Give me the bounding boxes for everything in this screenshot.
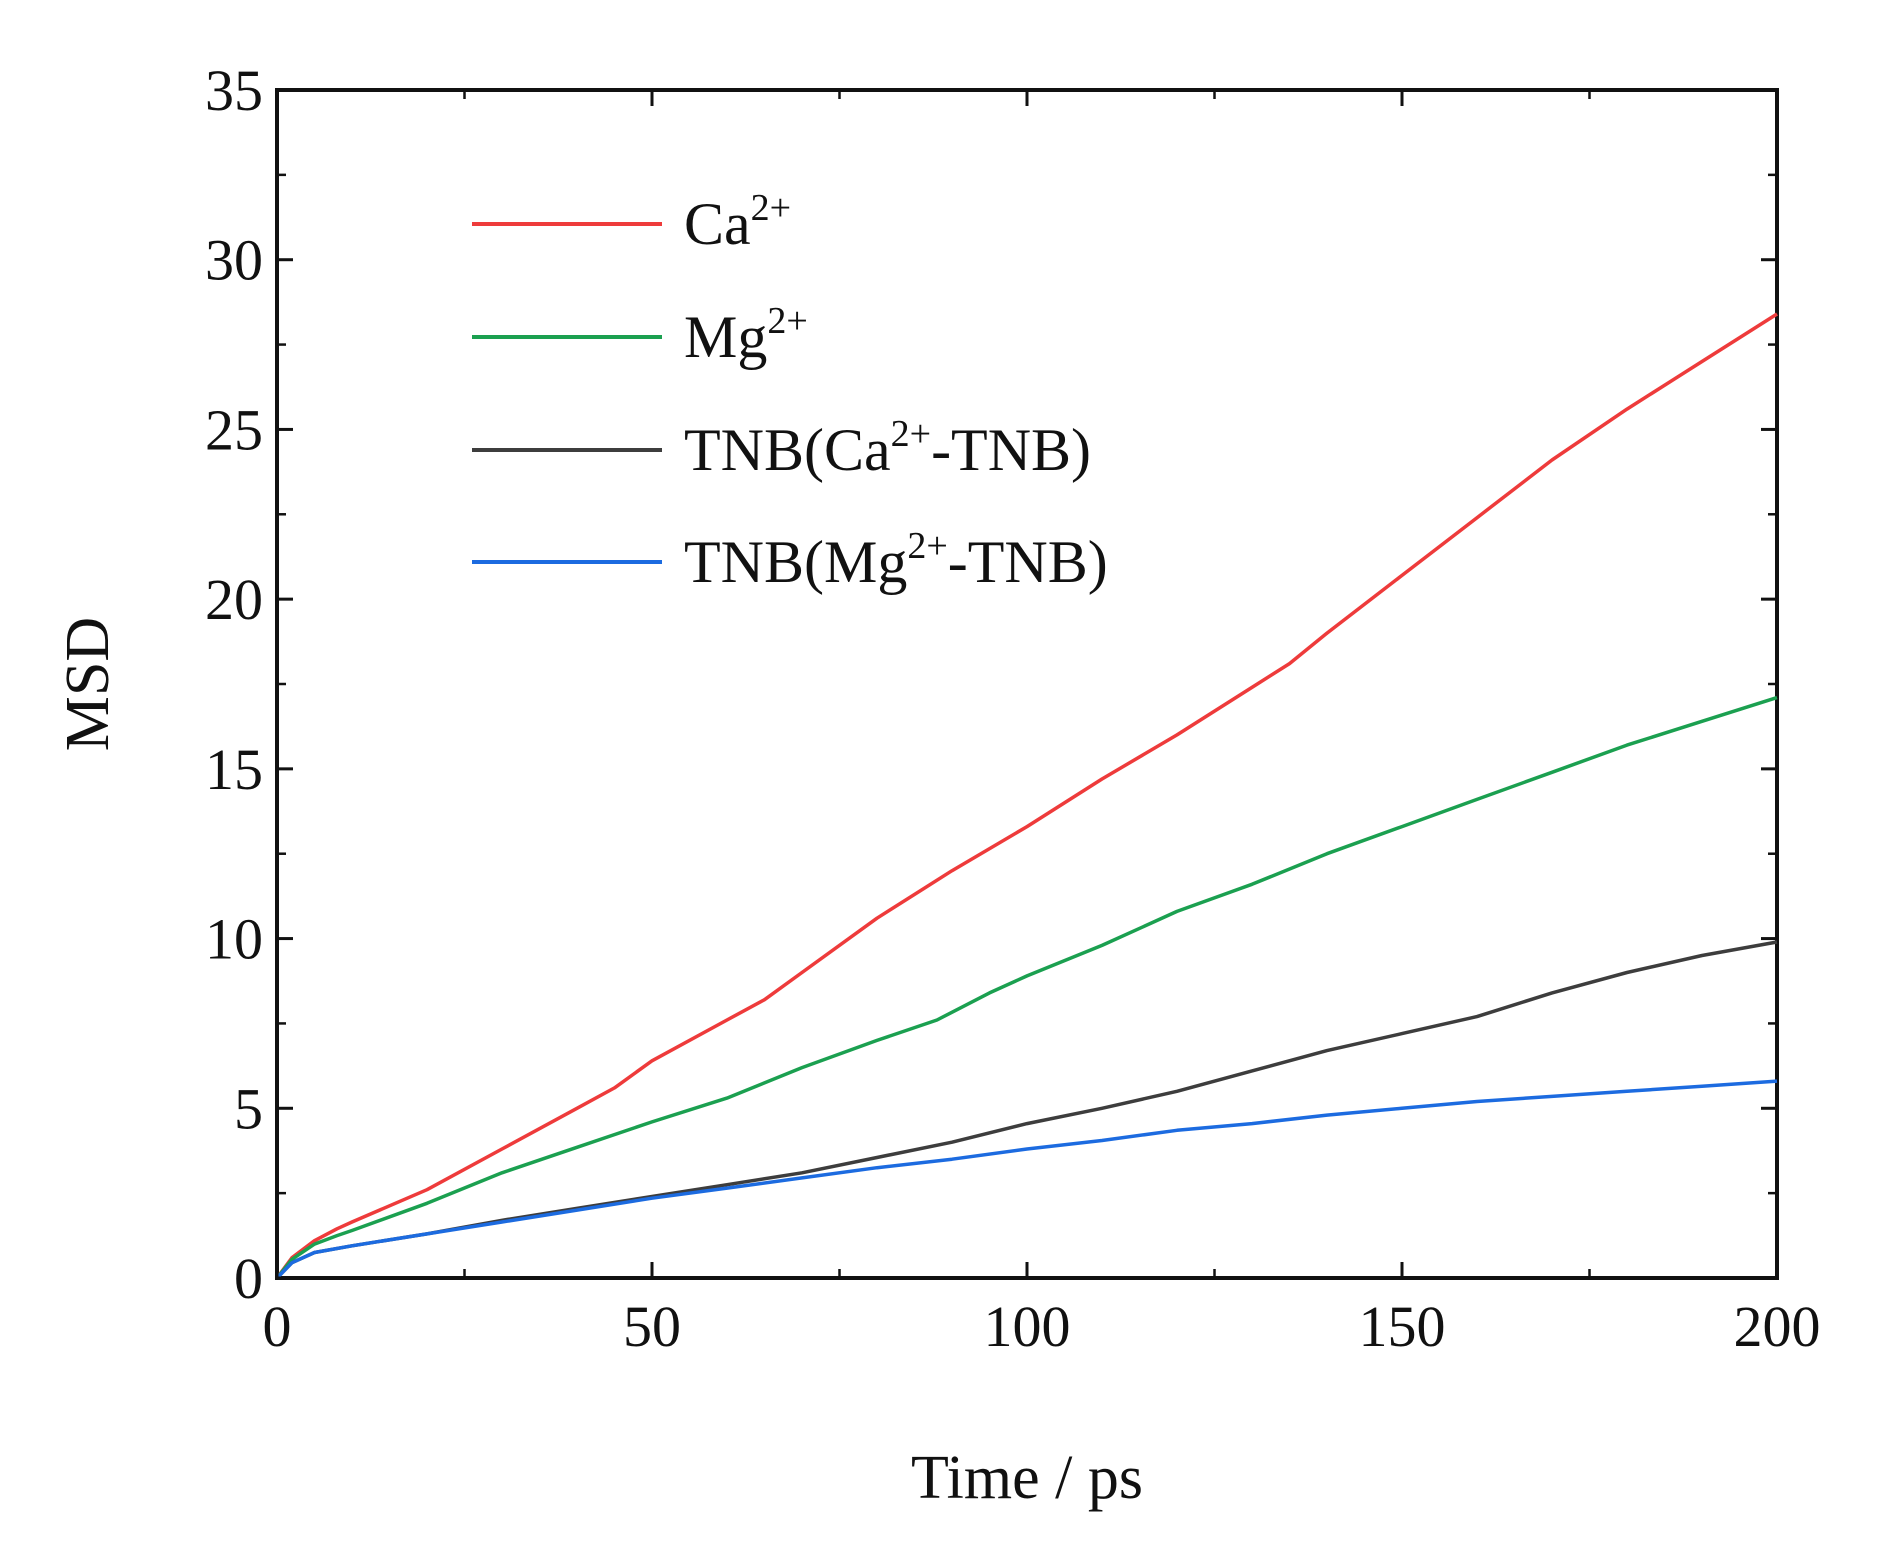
- legend-label-superscript: 2+: [767, 300, 807, 342]
- y-axis-title: MSD: [54, 617, 122, 751]
- legend-label-superscript: 2+: [891, 413, 931, 455]
- legend-label-suffix: -TNB): [931, 417, 1091, 483]
- axis-ticks: [275, 88, 1779, 1280]
- series-layer: [275, 312, 1778, 1280]
- x-tick-label-0: 0: [263, 1294, 292, 1359]
- x-tick-label-3: 150: [1359, 1294, 1446, 1359]
- x-axis-title: Time / ps: [911, 1444, 1143, 1512]
- legend: Ca2+Mg2+TNB(Ca2+-TNB)TNB(Mg2+-TNB): [472, 187, 1108, 595]
- legend-label-text: Ca: [684, 191, 751, 257]
- y-tick-label-1: 5: [234, 1076, 263, 1141]
- x-tick-label-2: 100: [984, 1294, 1071, 1359]
- y-tick-label-6: 30: [205, 228, 263, 293]
- y-tick-label-4: 20: [205, 567, 263, 632]
- y-tick-label-5: 25: [205, 397, 263, 462]
- legend-label-text: Mg: [684, 304, 767, 370]
- legend-label-0: Ca2+: [684, 187, 791, 257]
- legend-label-3: TNB(Mg2+-TNB): [684, 525, 1108, 595]
- y-tick-label-2: 10: [205, 907, 263, 972]
- y-tick-label-7: 35: [205, 58, 263, 123]
- series-line-0: [275, 312, 1778, 1280]
- x-tick-label-1: 50: [623, 1294, 681, 1359]
- x-tick-label-4: 200: [1734, 1294, 1821, 1359]
- legend-label-suffix: -TNB): [948, 529, 1108, 595]
- y-tick-label-0: 0: [234, 1246, 263, 1311]
- series-line-3: [275, 1079, 1778, 1280]
- legend-label-1: Mg2+: [684, 300, 808, 370]
- series-line-1: [275, 695, 1778, 1280]
- legend-label-text: TNB(Mg: [684, 529, 907, 595]
- y-tick-label-3: 15: [205, 737, 263, 802]
- legend-label-2: TNB(Ca2+-TNB): [684, 413, 1091, 483]
- legend-label-superscript: 2+: [751, 187, 791, 229]
- axis-tick-labels: 0 50 100 150 200 0 5 10 15 20 25 30 35: [205, 58, 1821, 1359]
- legend-label-text: TNB(Ca: [684, 417, 891, 483]
- legend-label-superscript: 2+: [907, 525, 947, 567]
